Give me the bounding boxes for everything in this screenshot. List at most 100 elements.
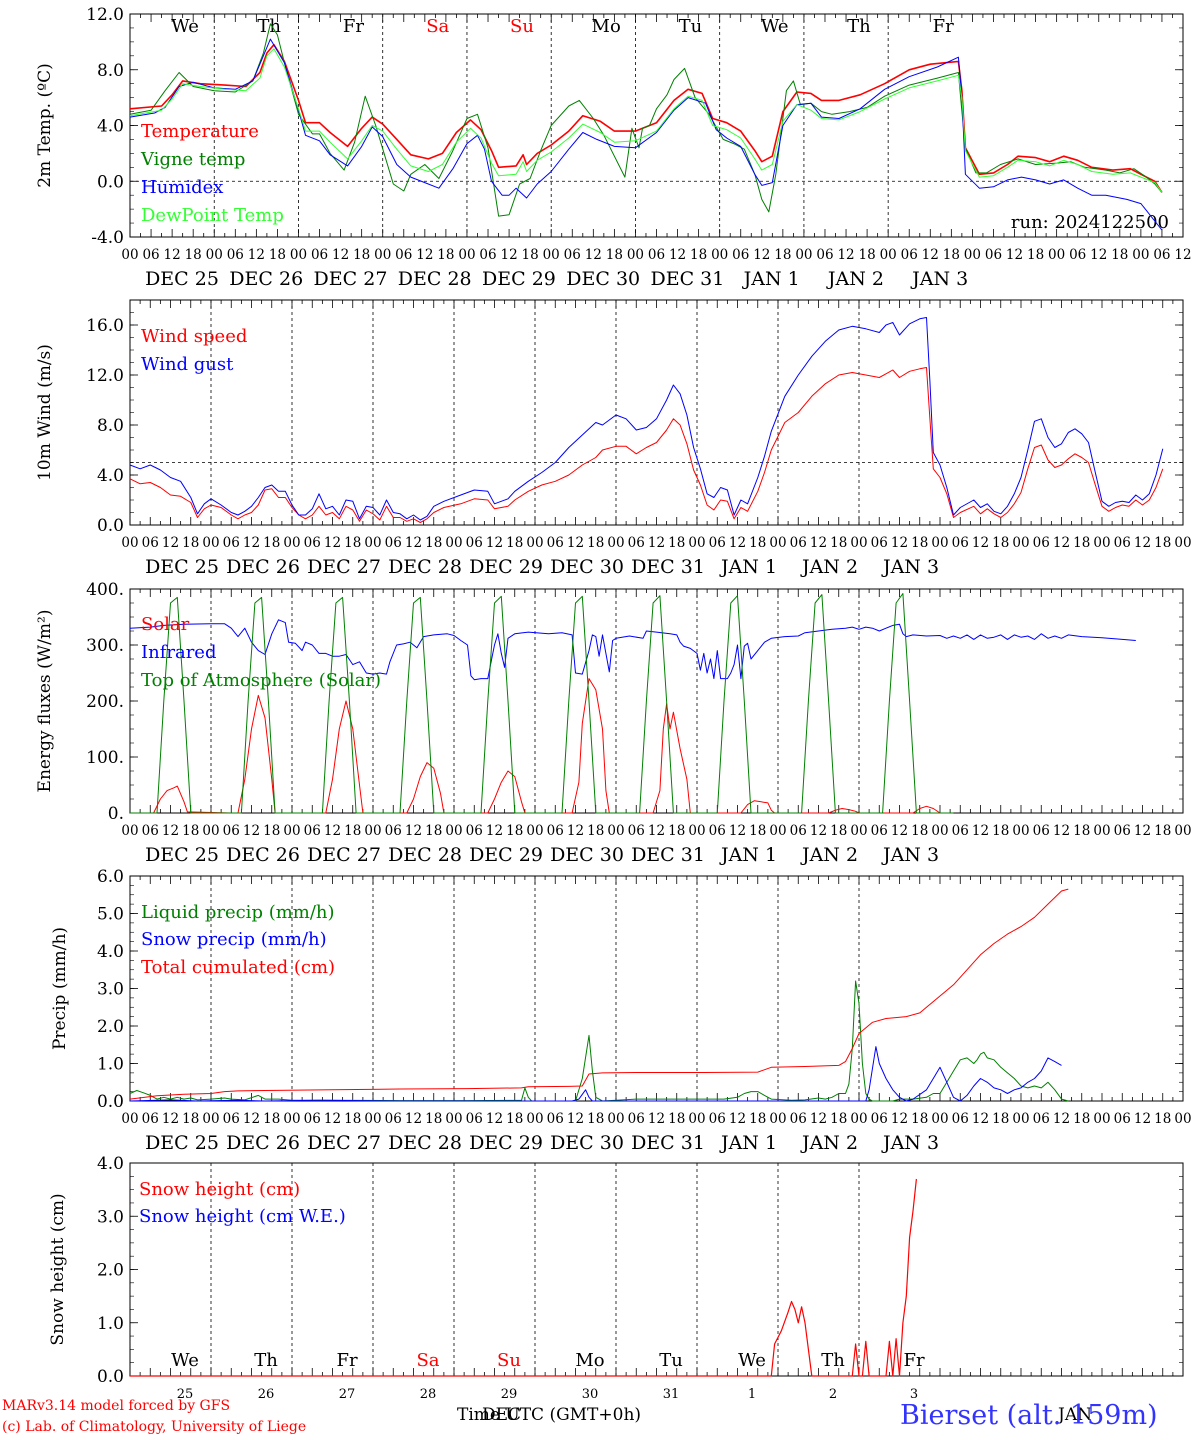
y-tick-label: 2.0	[97, 1017, 124, 1037]
legend-entry: Wind gust	[141, 354, 234, 375]
hour-label: 00	[374, 247, 391, 263]
hour-label: 00	[607, 823, 624, 839]
y-tick-label: 0.0	[97, 1367, 124, 1387]
hour-label: 12	[585, 247, 602, 263]
hour-label: 06	[709, 823, 726, 839]
y-tick-label: 12.0	[86, 5, 124, 25]
weekday-label: Th	[821, 1350, 845, 1371]
hour-label: 12	[332, 247, 349, 263]
hour-label: 12	[891, 823, 908, 839]
time-axis-label: Time UTC (GMT+0h)	[457, 1405, 642, 1425]
hour-label: 00	[202, 535, 219, 551]
weekday-label: Sa	[416, 1350, 439, 1371]
hour-label: 06	[628, 823, 645, 839]
weekday-label: We	[171, 16, 199, 37]
weekday-label: Mo	[592, 16, 621, 37]
hour-label: 06	[304, 823, 321, 839]
hour-label: 06	[732, 247, 749, 263]
hour-label: 00	[850, 535, 867, 551]
hour-label: 00	[964, 247, 981, 263]
hour-label: 06	[395, 247, 412, 263]
hour-label: 18	[263, 823, 280, 839]
hour-label: 00	[1048, 247, 1065, 263]
hour-label: 00	[769, 535, 786, 551]
legend-entry: Solar	[141, 614, 190, 635]
hour-label: 00	[283, 535, 300, 551]
hour-label: 06	[628, 535, 645, 551]
date-label: DEC 25	[145, 844, 219, 866]
weekday-label: We	[171, 1350, 199, 1371]
day-number-label: 28	[420, 1387, 437, 1402]
hour-label: 18	[774, 247, 791, 263]
date-label: DEC 29	[469, 844, 543, 866]
hour-label: 06	[547, 1111, 564, 1127]
hour-label: 00	[1012, 1111, 1029, 1127]
weekday-label: Th	[847, 16, 871, 37]
hour-label: 06	[1069, 247, 1086, 263]
hour-label: 06	[790, 823, 807, 839]
plot-frame	[129, 588, 1184, 814]
hour-label: 18	[606, 247, 623, 263]
hour-label: 18	[425, 535, 442, 551]
hour-label: 12	[405, 1111, 422, 1127]
hour-label: 18	[425, 823, 442, 839]
legend-entry: Snow height (cm)	[139, 1179, 300, 1200]
hour-label: 18	[185, 247, 202, 263]
hour-label: 18	[437, 247, 454, 263]
date-label: DEC 25	[145, 556, 219, 578]
hour-label: 06	[385, 1111, 402, 1127]
series-line-solar	[130, 678, 954, 814]
hour-label: 12	[729, 1111, 746, 1127]
date-label: JAN 1	[742, 268, 800, 290]
hour-label: 18	[522, 247, 539, 263]
date-label: DEC 28	[388, 556, 462, 578]
hour-label: 00	[1174, 535, 1191, 551]
hour-label: 00	[121, 247, 138, 263]
hour-label: 00	[445, 1111, 462, 1127]
date-label: DEC 26	[226, 1132, 300, 1154]
panel-5: 0.0 1.0 2.0 3.0 4.0 Snow height (cm) We Th Fr Sa S…	[48, 1154, 1184, 1402]
hour-label: 12	[162, 1111, 179, 1127]
hour-label: 18	[911, 1111, 928, 1127]
hour-label: 00	[1012, 535, 1029, 551]
day-number-label: 31	[663, 1387, 680, 1402]
y-tick-label: 5.0	[97, 905, 124, 925]
hour-label: 00	[458, 247, 475, 263]
day-number-label: 29	[501, 1387, 518, 1402]
hour-label: 06	[709, 1111, 726, 1127]
hour-label: 06	[547, 535, 564, 551]
hour-label: 12	[405, 535, 422, 551]
hour-label: 12	[1134, 823, 1151, 839]
y-axis-label: Snow height (cm)	[48, 1193, 68, 1345]
hour-label: 18	[1111, 247, 1128, 263]
y-axis-label: Precip (mm/h)	[50, 927, 70, 1050]
hour-label: 18	[911, 823, 928, 839]
weekday-label: Fr	[343, 16, 364, 37]
day-number-label: 30	[582, 1387, 599, 1402]
hour-label: 00	[283, 1111, 300, 1127]
hour-label: 12	[1174, 247, 1191, 263]
model-credit: MARv3.14 model forced by GFS	[2, 1398, 231, 1414]
y-tick-label: 2.0	[97, 1261, 124, 1281]
hour-label: 00	[202, 1111, 219, 1127]
date-label: JAN 1	[719, 1132, 777, 1154]
hour-label: 00	[526, 535, 543, 551]
hour-label: 06	[1114, 823, 1131, 839]
hour-label: 00	[688, 823, 705, 839]
station-name: Bierset (alt. 159m)	[900, 1400, 1158, 1431]
run-label: run: 2024122500	[1011, 212, 1169, 233]
date-label: DEC 27	[307, 556, 381, 578]
hour-label: 00	[202, 823, 219, 839]
hour-label: 06	[385, 535, 402, 551]
hour-label: 18	[344, 535, 361, 551]
hour-label: 12	[810, 1111, 827, 1127]
hour-label: 12	[729, 535, 746, 551]
hour-label: 00	[445, 535, 462, 551]
hour-label: 06	[223, 1111, 240, 1127]
hour-label: 00	[1174, 823, 1191, 839]
weekday-label: Sa	[426, 16, 449, 37]
hour-label: 12	[1134, 1111, 1151, 1127]
day-number-label: 3	[910, 1387, 918, 1402]
hour-label: 18	[830, 823, 847, 839]
